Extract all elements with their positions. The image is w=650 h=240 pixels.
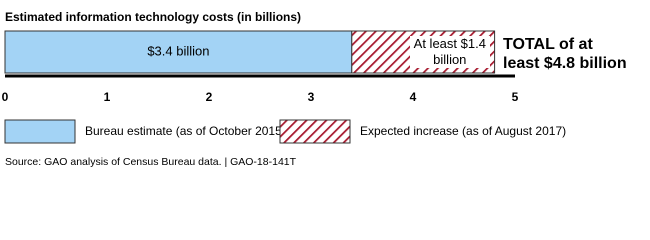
x-tick-label: 3 <box>308 90 315 104</box>
x-tick-label: 4 <box>410 90 417 104</box>
chart-svg: Estimated information technology costs (… <box>2 10 566 168</box>
value-label: $3.4 billion <box>147 43 209 58</box>
legend-swatch <box>279 119 351 144</box>
total-label: TOTAL of at least $4.8 billion <box>503 36 627 72</box>
legend-label: Bureau estimate (as of October 2015) <box>85 124 286 138</box>
legend-label: Expected increase (as of August 2017) <box>360 124 566 138</box>
x-tick-label: 5 <box>512 90 519 104</box>
legend-swatch <box>4 119 76 144</box>
chart-title: Estimated information technology costs (… <box>5 10 301 24</box>
source: Source: GAO analysis of Census Bureau da… <box>5 156 297 168</box>
x-tick-label: 0 <box>2 90 9 104</box>
x-tick-label: 1 <box>104 90 111 104</box>
value-label: At least $1.4 billion <box>409 36 490 68</box>
chart: Estimated information technology costs (… <box>2 10 627 168</box>
x-tick-label: 2 <box>206 90 213 104</box>
bar-segment <box>4 30 353 74</box>
